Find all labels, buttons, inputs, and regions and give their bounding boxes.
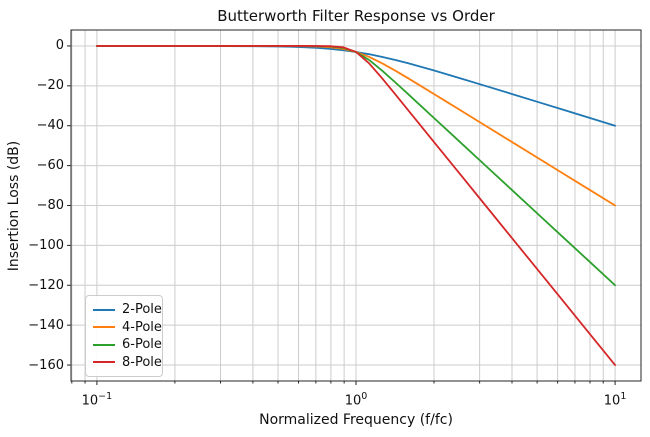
x-tick-label: 100	[344, 391, 368, 409]
legend-label: 6-Pole	[122, 337, 162, 353]
y-tick-label: −60	[36, 158, 64, 174]
chart-title: Butterworth Filter Response vs Order	[217, 7, 495, 25]
y-tick-label: −100	[28, 237, 64, 253]
legend-label: 2-Pole	[122, 302, 162, 318]
axes-border	[70, 29, 642, 382]
y-tick-label: −120	[28, 277, 64, 293]
series-line-8-pole	[96, 45, 616, 366]
x-tick-label: 10−1	[81, 391, 113, 409]
legend-item-2-pole: 2-Pole	[93, 302, 162, 317]
legend-swatch-2-pole	[93, 308, 115, 311]
y-tick-label: −80	[36, 198, 64, 213]
legend-label: 8-Pole	[122, 354, 162, 370]
legend-item-8-pole: 8-Pole	[93, 355, 162, 370]
y-tick-label: −140	[28, 317, 64, 333]
legend-swatch-6-pole	[93, 343, 115, 346]
y-tick-label: −160	[28, 357, 64, 373]
legend: 2-Pole 4-Pole 6-Pole 8-Pole	[85, 295, 163, 377]
legend-label: 4-Pole	[122, 319, 162, 335]
legend-swatch-4-pole	[93, 326, 115, 329]
legend-item-4-pole: 4-Pole	[93, 320, 162, 335]
x-tick-label: 101	[603, 391, 627, 409]
y-tick-label: −40	[36, 118, 64, 134]
x-axis-label: Normalized Frequency (f/fc)	[259, 412, 453, 428]
legend-item-6-pole: 6-Pole	[93, 337, 162, 352]
legend-swatch-8-pole	[93, 361, 115, 364]
y-tick-label: −20	[36, 78, 64, 94]
y-tick-label: 0	[55, 38, 64, 54]
